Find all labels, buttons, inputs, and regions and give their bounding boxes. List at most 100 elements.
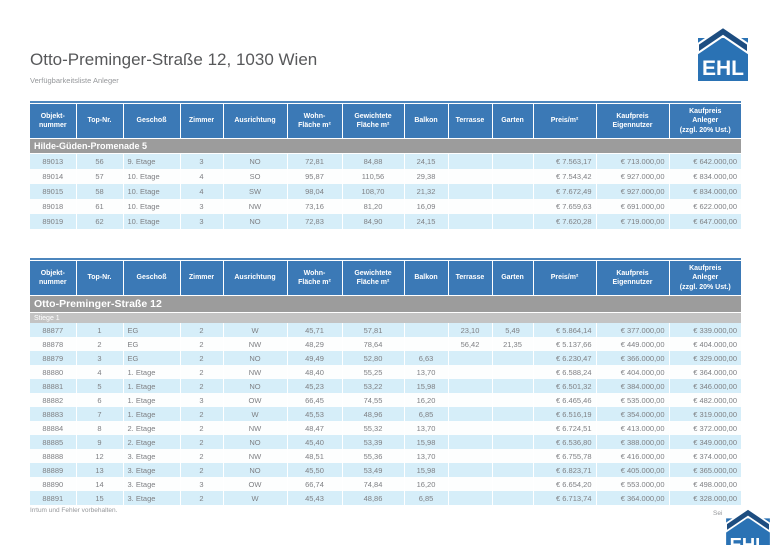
column-header: Geschoß	[123, 104, 181, 139]
table-cell: 53,39	[342, 435, 405, 449]
table-cell: 10. Etage	[123, 169, 181, 184]
table-row: 88877 1 EG 2 W 45,71 57,81 23,10 5,49 € 5.864,14 €…	[30, 323, 741, 337]
table-cell: 110,56	[342, 169, 405, 184]
page-title: Otto-Preminger-Straße 12, 1030 Wien	[30, 50, 318, 69]
table-cell: € 449.000,00	[596, 337, 670, 351]
table-cell: NO	[223, 153, 288, 169]
table-cell	[448, 393, 493, 407]
table-cell: € 416.000,00	[596, 449, 670, 463]
table-cell	[404, 337, 449, 351]
table-cell: 3	[180, 393, 224, 407]
table-cell: € 372.000,00	[669, 421, 741, 435]
table-cell: 108,70	[342, 184, 405, 199]
table-row: 88882 6 1. Etage 3 OW 66,45 74,55 16,20 € 6.465,…	[30, 393, 741, 407]
table-cell: 21,32	[404, 184, 449, 199]
table-cell	[448, 491, 493, 505]
table-cell: 84,88	[342, 153, 405, 169]
table-cell: 49,49	[287, 351, 343, 365]
table-cell: NO	[223, 379, 288, 393]
table-cell	[492, 463, 534, 477]
table-cell: 2	[180, 323, 224, 337]
column-header: Top-Nr.	[76, 104, 124, 139]
table-cell: 13,70	[404, 365, 449, 379]
table-cell: 29,38	[404, 169, 449, 184]
availability-table-section-1: Objekt- nummer Top-Nr. Geschoß Zimmer Ausric…	[30, 101, 741, 229]
table-cell: € 388.000,00	[596, 435, 670, 449]
table-cell: 12	[76, 449, 124, 463]
table-cell: 2	[180, 421, 224, 435]
table-cell	[448, 351, 493, 365]
table-row: 89014 57 10. Etage 4 SO 95,87 110,56 29,38 € 7.5…	[30, 169, 741, 184]
table-cell	[492, 449, 534, 463]
table-cell: 88890	[30, 477, 77, 491]
logo-text: EHL	[702, 57, 744, 80]
table-cell: 66,74	[287, 477, 343, 491]
table-cell: NW	[223, 337, 288, 351]
table-cell: € 413.000,00	[596, 421, 670, 435]
table-cell: 2	[180, 407, 224, 421]
table-cell: 48,40	[287, 365, 343, 379]
table-cell: 48,47	[287, 421, 343, 435]
table-cell: 88878	[30, 337, 77, 351]
table-body: 88877 1 EG 2 W 45,71 57,81 23,10 5,49 € 5.864,14 €…	[30, 323, 741, 505]
table-cell	[448, 214, 493, 229]
table-cell: NW	[223, 199, 288, 214]
table-cell: 1. Etage	[123, 393, 181, 407]
table-cell: € 404.000,00	[596, 365, 670, 379]
table-cell: € 553.000,00	[596, 477, 670, 491]
table-cell: NO	[223, 463, 288, 477]
table-cell: € 7.672,49	[533, 184, 597, 199]
table-cell	[492, 477, 534, 491]
table-cell: 13,70	[404, 421, 449, 435]
column-header: Ausrichtung	[223, 104, 288, 139]
table-top-border	[30, 101, 741, 103]
table-cell: € 319.000,00	[669, 407, 741, 421]
table-cell: 9. Etage	[123, 153, 181, 169]
table-cell: SW	[223, 184, 288, 199]
table-cell: 16,09	[404, 199, 449, 214]
table-cell: 16,20	[404, 477, 449, 491]
table-cell: 15,98	[404, 435, 449, 449]
table-cell: € 5.137,66	[533, 337, 597, 351]
table-cell: 88888	[30, 449, 77, 463]
table-cell: 61	[76, 199, 124, 214]
column-header-row: Objekt- nummer Top-Nr. Geschoß Zimmer Ausric…	[30, 261, 741, 296]
table-body: 89013 56 9. Etage 3 NO 72,81 84,88 24,15 € 7.563…	[30, 153, 741, 229]
footer-page-label: Sei	[713, 510, 723, 517]
table-cell: € 405.000,00	[596, 463, 670, 477]
table-cell: 2	[180, 365, 224, 379]
table-cell: 72,83	[287, 214, 343, 229]
column-header: Wohn- Fläche m²	[287, 104, 343, 139]
table-cell: NW	[223, 365, 288, 379]
table-cell: 4	[76, 365, 124, 379]
table-cell: 55,25	[342, 365, 405, 379]
table-cell: 88881	[30, 379, 77, 393]
table-cell: 6	[76, 393, 124, 407]
table-cell	[448, 449, 493, 463]
table-cell: 74,84	[342, 477, 405, 491]
table-cell: 88882	[30, 393, 77, 407]
table-cell	[448, 379, 493, 393]
table-cell: 4	[180, 169, 224, 184]
table-cell: 89014	[30, 169, 77, 184]
table-cell: 15	[76, 491, 124, 505]
table-row: 89013 56 9. Etage 3 NO 72,81 84,88 24,15 € 7.563…	[30, 153, 741, 169]
table-row: 88879 3 EG 2 NO 49,49 52,80 6,63 € 6.230,47 € 366…	[30, 351, 741, 365]
table-cell: 15,98	[404, 463, 449, 477]
table-cell: € 6.755,78	[533, 449, 597, 463]
table-cell: 3	[180, 199, 224, 214]
table-cell: 21,35	[492, 337, 534, 351]
table-cell: 6,63	[404, 351, 449, 365]
page-subtitle: Verfügbarkeitsliste Anleger	[30, 76, 119, 85]
table-cell: € 927.000,00	[596, 184, 670, 199]
table-cell: € 7.563,17	[533, 153, 597, 169]
table-cell: € 927.000,00	[596, 169, 670, 184]
table-cell: € 7.543,42	[533, 169, 597, 184]
table-cell: € 384.000,00	[596, 379, 670, 393]
table-cell: € 5.864,14	[533, 323, 597, 337]
table-cell: 88889	[30, 463, 77, 477]
table-cell: 98,04	[287, 184, 343, 199]
table-cell: 2	[180, 435, 224, 449]
table-section-header: Hilde-Güden-Promenade 5	[30, 138, 741, 154]
table-cell	[492, 491, 534, 505]
